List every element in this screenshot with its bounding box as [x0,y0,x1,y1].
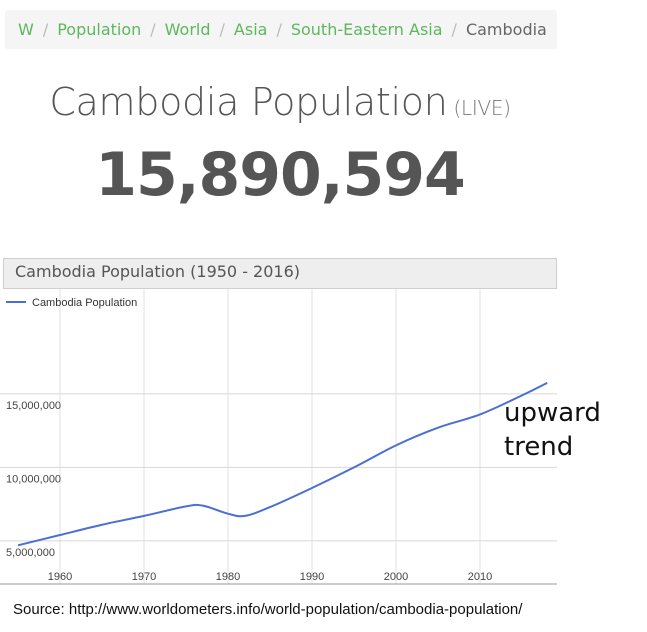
breadcrumb-link-south-eastern-asia[interactable]: South-Eastern Asia [290,20,443,39]
x-tick-label: 2010 [468,571,492,583]
breadcrumb-separator: / [42,20,49,39]
x-tick-label: 1960 [48,571,72,583]
population-counter: 15,890,594 [95,140,466,210]
x-tick-label: 1990 [300,571,324,583]
series-line-cambodia-population [17,381,548,547]
page-title-text: Cambodia Population [49,80,448,124]
breadcrumb-separator: / [276,20,282,39]
x-tick-label: 2000 [384,571,408,583]
y-tick-label: 15,000,000 [6,400,61,412]
population-chart: 5,000,000 10,000,000 15,000,000 1960 1970 198… [0,289,557,585]
y-tick-label: 5,000,000 [6,547,55,559]
breadcrumb-link-w[interactable]: W [18,20,34,39]
x-tick-label: 1980 [216,571,240,583]
breadcrumb-link-population[interactable]: Population [57,20,142,39]
annotation-line-2: trend [504,432,574,462]
y-tick-label: 10,000,000 [6,473,61,485]
breadcrumb-separator: / [219,20,225,39]
breadcrumb-current: Cambodia [465,20,547,39]
x-tick-label: 1970 [132,571,156,583]
live-badge: (LIVE) [453,96,511,120]
annotation-line-1: upward [504,398,601,428]
source-citation: Source: http://www.worldometers.info/wor… [13,601,523,618]
breadcrumb-link-asia[interactable]: Asia [233,20,268,39]
page-title: Cambodia Population (LIVE) [0,80,560,124]
trend-annotation: upward trend [504,396,601,464]
chart-title: Cambodia Population (1950 - 2016) [3,258,557,289]
breadcrumb-separator: / [150,20,156,39]
breadcrumb-separator: / [451,20,457,39]
breadcrumb: W / Population / World / Asia / South-Ea… [5,10,557,49]
legend-label: Cambodia Population [32,297,137,309]
breadcrumb-link-world[interactable]: World [164,20,211,39]
